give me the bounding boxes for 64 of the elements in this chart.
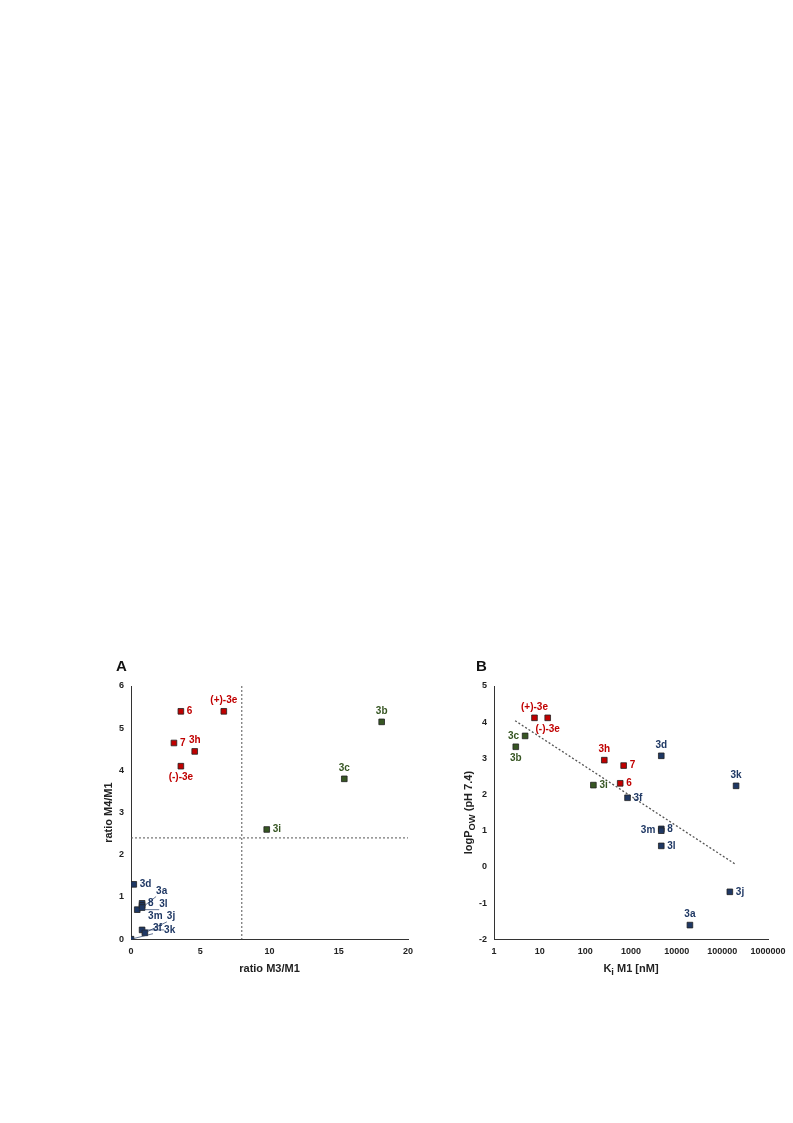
annotation: 3a [684,907,696,919]
x-axis-title: ratio M3/M1 [239,962,300,975]
x-tick-label: 15 [333,946,344,957]
annotation: 3l [667,839,676,851]
x-tick-label: 0 [128,946,134,957]
x-tick-label: 1000000 [750,946,786,957]
y-tick-label: 6 [118,680,125,691]
y-axis-title: ratio M4/M1 [102,782,115,843]
annotation: 3h [598,742,611,754]
chart-title: A [116,657,127,675]
annotation: (-)-3e [168,770,194,782]
annotation: 3i [272,823,282,835]
chart-title: B [476,657,487,675]
annotation: 3k [730,768,743,780]
y-tick-label: 0 [481,861,487,872]
annotation: 8 [667,822,674,834]
annotation: 3b [375,704,388,716]
annotation: 3f [633,791,644,803]
annotation: 3c [507,729,520,741]
y-tick-label: 1 [118,891,125,902]
annotation: 3d [139,878,152,890]
y-tick-label: -1 [478,897,487,908]
annotation: 6 [186,705,193,717]
y-tick-label: 0 [118,933,125,944]
y-tick-label: 4 [481,716,487,727]
y-tick-label: 3 [481,752,487,763]
x-tick-label: 10000 [664,946,690,957]
x-tick-label: 10 [264,946,275,957]
annotation: 3j [166,910,176,922]
annotation: 3d [655,738,668,750]
x-tick-label: 100 [577,946,593,957]
annotation: 3j [735,885,745,897]
annotation: 7 [179,736,186,748]
annotation: 3c [338,761,351,773]
annotation: 3k [164,923,176,935]
annotation: 3f [153,921,163,933]
x-tick-label: 20 [402,946,414,957]
y-tick-label: 3 [118,807,125,818]
x-tick-label: 5 [197,946,203,957]
x-tick-label: 1000 [620,946,642,957]
annotation: (-)-3e [535,722,561,734]
y-tick-label: 5 [118,722,125,733]
y-tick-label: -2 [478,933,487,944]
annotation: 8 [148,897,155,909]
annotation: 3h [188,734,201,746]
annotation: (+)-3e [210,694,238,706]
y-tick-label: 2 [481,789,487,799]
x-tick-label: 1 [491,946,497,957]
x-tick-label: 10 [534,946,545,957]
y-tick-label: 5 [481,680,487,691]
y-tick-label: 1 [481,825,487,836]
annotation: 3l [159,897,168,909]
annotation: (+)-3e [521,700,549,712]
y-axis-title: logPOW (pH 7.4) [462,770,477,855]
annotation: 3b [509,751,522,763]
annotation: 3m [640,824,656,836]
annotation: 6 [626,777,633,789]
annotation: 3i [599,778,608,790]
y-tick-label: 4 [118,764,125,775]
annotation: 7 [629,759,636,771]
y-tick-label: 2 [118,849,125,860]
annotation: 3a [156,884,168,896]
annotation: 3m [148,910,163,922]
x-tick-label: 100000 [707,946,738,957]
